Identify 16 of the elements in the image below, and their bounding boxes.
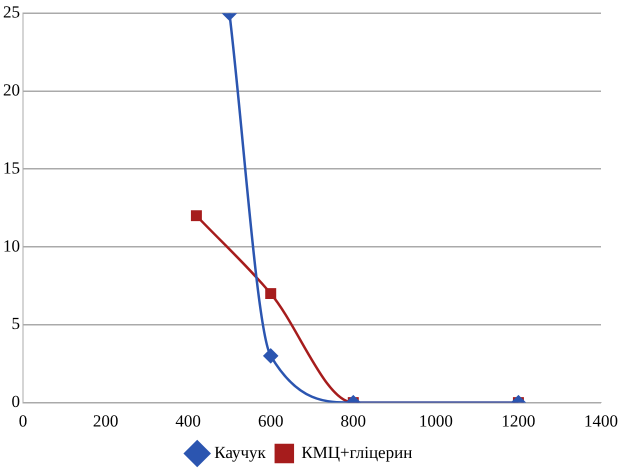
x-tick-label: 600 — [258, 411, 284, 430]
legend-label: Каучук — [214, 442, 267, 462]
y-tick-label: 20 — [3, 80, 20, 100]
legend-label: КМЦ+гліцерин — [301, 442, 412, 462]
y-tick-label: 5 — [12, 314, 20, 334]
point — [190, 210, 202, 222]
x-tick-label: 1000 — [418, 411, 453, 430]
y-tick-label: 10 — [3, 236, 20, 256]
y-tick-label: 0 — [12, 392, 20, 412]
x-tick-label: 1400 — [584, 411, 618, 430]
x-tick-label: 1200 — [501, 411, 536, 430]
y-tick-label: 25 — [3, 2, 20, 22]
x-tick-label: 400 — [175, 411, 201, 430]
x-tick-label: 800 — [340, 411, 366, 430]
x-tick-label: 200 — [92, 411, 118, 430]
y-tick-label: 15 — [3, 158, 20, 178]
